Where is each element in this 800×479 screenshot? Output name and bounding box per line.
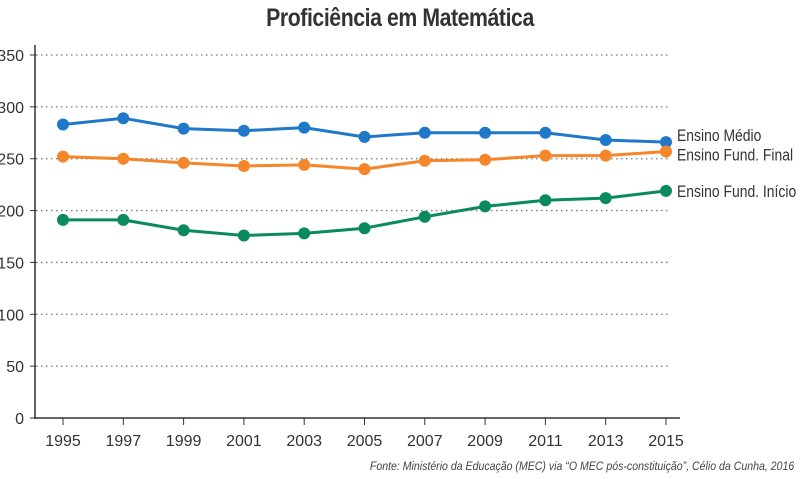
x-tick-label: 1999 (166, 433, 202, 450)
data-point (539, 149, 552, 162)
data-point (358, 163, 371, 176)
data-point (539, 194, 552, 207)
y-tick-label: 200 (0, 204, 24, 221)
data-point (177, 122, 190, 135)
y-tick-label: 100 (0, 307, 24, 324)
data-point (479, 153, 492, 166)
x-tick-label: 1997 (106, 433, 142, 450)
x-tick-label: 2007 (407, 433, 443, 450)
data-point (358, 222, 371, 235)
data-point (57, 213, 69, 226)
data-point (57, 118, 69, 131)
data-point (418, 210, 431, 223)
data-point (479, 126, 492, 139)
data-point (57, 150, 69, 163)
data-point (599, 149, 612, 162)
x-tick-label: 2013 (588, 433, 624, 450)
data-point (539, 126, 552, 139)
data-point (599, 192, 612, 205)
data-point (660, 136, 672, 149)
y-tick-label: 350 (0, 48, 24, 65)
data-point (177, 224, 190, 237)
x-tick-label: 2015 (648, 433, 684, 450)
data-point (660, 145, 672, 158)
data-point (298, 121, 311, 134)
x-tick-label: 2005 (347, 433, 383, 450)
data-point (298, 158, 311, 171)
x-tick-label: 1995 (45, 433, 81, 450)
data-point (117, 112, 130, 125)
data-point (298, 227, 311, 240)
series-label: Ensino Fund. Início (677, 183, 796, 202)
x-tick-label: 2009 (467, 433, 503, 450)
series-2: Ensino Fund. Início (57, 183, 796, 242)
x-tick-label: 2011 (528, 433, 563, 450)
y-tick-label: 250 (0, 152, 24, 169)
y-tick-label: 300 (0, 100, 24, 117)
data-point (479, 200, 492, 213)
series-label: Ensino Fund. Final (677, 146, 793, 165)
data-point (177, 156, 190, 169)
x-tick-label: 2003 (286, 433, 322, 450)
series-1: Ensino Fund. Final (57, 145, 793, 176)
data-point (237, 124, 250, 137)
y-tick-label: 0 (15, 411, 24, 428)
y-tick-label: 150 (0, 255, 24, 272)
data-point (117, 213, 130, 226)
data-point (358, 130, 371, 143)
chart-title: Proficiência em Matemática (266, 4, 534, 32)
x-tick-label: 2001 (226, 433, 262, 450)
series-label: Ensino Médio (677, 127, 761, 146)
data-point (418, 126, 431, 139)
y-tick-label: 50 (6, 359, 24, 376)
data-point (599, 134, 612, 147)
data-point (660, 184, 672, 197)
data-point (418, 154, 431, 167)
data-point (237, 159, 250, 172)
source-note: Fonte: Ministério da Educação (MEC) via … (369, 459, 794, 473)
data-point (117, 152, 130, 165)
data-point (237, 229, 250, 242)
series-0: Ensino Médio (57, 112, 761, 149)
